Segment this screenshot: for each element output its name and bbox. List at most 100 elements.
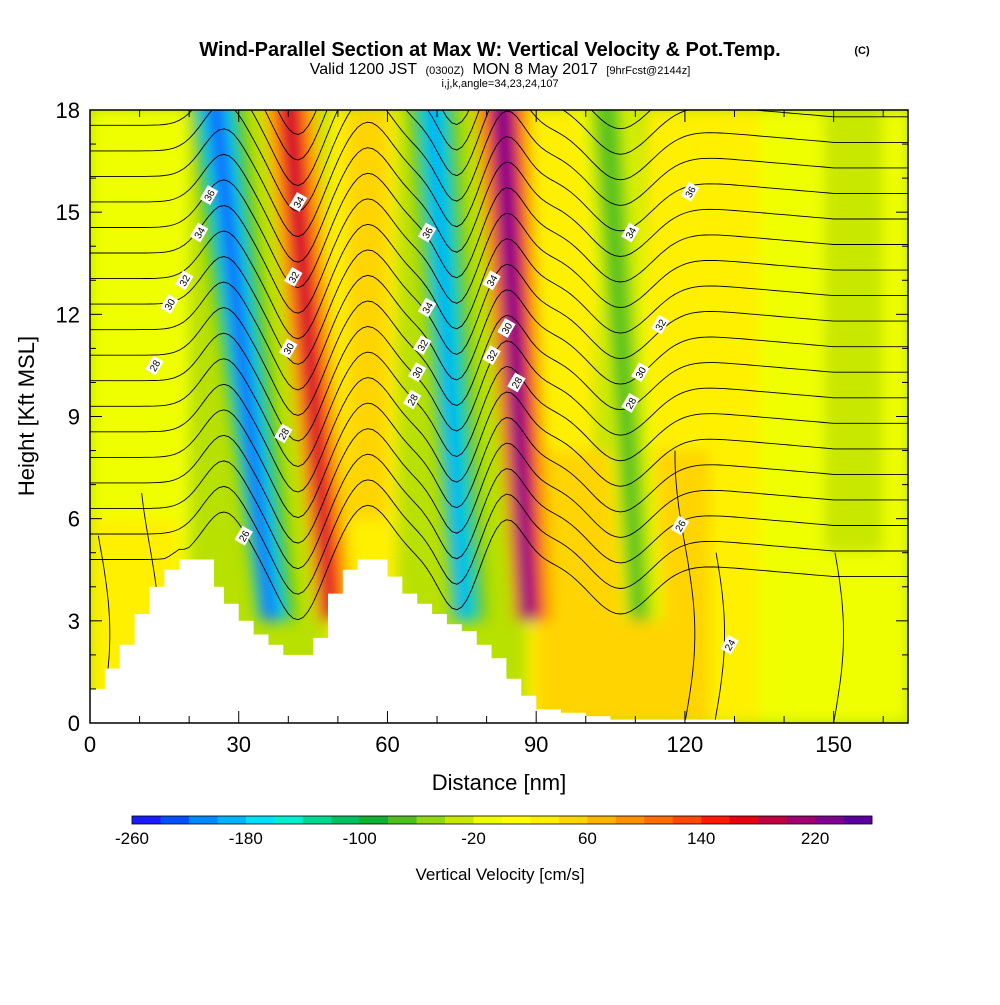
isentrope-label-text: 28	[406, 392, 421, 408]
colorbar	[131, 815, 873, 825]
x-tick-label: 150	[815, 732, 852, 757]
isentrope-label-box	[650, 314, 670, 335]
isentrope-line	[90, 351, 908, 467]
y-tick-label: 12	[56, 302, 80, 327]
colorbar-tick-label: 220	[801, 829, 829, 848]
isentrope-label-text: 30	[634, 365, 649, 381]
isentrope-label-box	[160, 294, 179, 315]
x-tick-label: 0	[84, 732, 96, 757]
y-tick-label: 6	[68, 507, 80, 532]
colorbar-swatch	[331, 816, 360, 824]
isentrope-line	[264, 110, 908, 161]
isentrope-label: 30	[631, 362, 650, 383]
isentrope-label: 30	[279, 338, 298, 359]
isentrope-label-text: 28	[148, 358, 163, 374]
isentrope-line	[90, 249, 908, 365]
isentrope-label-text: 28	[277, 426, 292, 442]
isentrope-line	[90, 110, 908, 186]
valid-time-main: Valid 1200 JST	[310, 61, 418, 78]
section-params: i,j,k,angle=34,23,24,107	[441, 78, 558, 90]
isentrope-label-text: 32	[287, 270, 302, 286]
isentrope-line	[90, 479, 908, 595]
isentrope-label: 30	[160, 294, 179, 315]
isentrope-labels: 3634323028263432302836343230283430322836…	[145, 181, 739, 655]
colorbar-swatch	[672, 816, 702, 824]
colorbar-swatch	[188, 816, 218, 824]
isentrope-label-box	[680, 181, 700, 202]
isentrope-lines	[90, 110, 908, 723]
x-tick-label: 30	[226, 732, 250, 757]
isentrope-label: 32	[650, 314, 670, 335]
isentrope-label-box	[621, 392, 640, 413]
colorbar-tick-label: -260	[115, 829, 149, 848]
isentrope-line	[90, 198, 908, 314]
y-tick-label: 15	[56, 200, 80, 225]
plot-area: 3634323028263432302836343230283430322836…	[90, 110, 908, 723]
x-tick-label: 120	[667, 732, 704, 757]
isentrope-line	[90, 453, 908, 570]
colorbar-tick-label: -180	[229, 829, 263, 848]
isentrope-label-text: 30	[282, 341, 297, 357]
isentrope-line	[90, 428, 908, 544]
isentrope-label-box	[720, 634, 739, 655]
isentrope-label-text: 36	[684, 185, 699, 201]
valid-time-line: Valid 1200 JST (0300Z) MON 8 May 2017 [9…	[310, 61, 691, 78]
isentrope-label: 30	[497, 318, 516, 338]
colorbar-tick-label: 140	[687, 829, 715, 848]
isentrope-label-box	[621, 222, 640, 243]
isentrope-label-box	[175, 270, 194, 291]
colorbar-swatch	[701, 816, 730, 824]
isentrope-label-text: 26	[237, 529, 252, 545]
colorbar-ticks: -260 -180 -100 -20 60 140 220	[115, 829, 829, 848]
isentrope-label-text: 30	[500, 321, 515, 337]
colorbar-swatch	[132, 816, 161, 824]
isentrope-line-vertical-4	[833, 552, 844, 723]
isentrope-label-box	[417, 297, 437, 318]
isentrope-label-text: 24	[723, 638, 738, 654]
isentrope-line-vertical-3	[714, 552, 725, 723]
colorbar-swatch	[245, 816, 275, 824]
isentrope-label-box	[199, 185, 219, 206]
velocity-band-3-4	[497, 110, 531, 621]
isentrope-label: 28	[145, 355, 164, 376]
colorbar-swatch	[815, 816, 844, 824]
isentrope-line	[90, 274, 908, 391]
isentrope-label-box	[670, 515, 690, 536]
isentrope-label-box	[631, 362, 650, 383]
isentrope-label-box	[189, 222, 209, 243]
colorbar-swatch	[558, 816, 588, 824]
isentrope-label-text: 32	[416, 338, 431, 354]
isentrope-label-box	[408, 362, 427, 383]
isentrope-label: 26	[234, 525, 253, 546]
isentrope-label: 32	[175, 270, 194, 291]
colorbar-swatch	[786, 816, 816, 824]
isentrope-label: 34	[621, 222, 640, 243]
isentrope-label: 36	[199, 185, 219, 206]
isentrope-label-box	[507, 372, 526, 393]
colorbar-swatch	[530, 816, 560, 824]
isentrope-label: 26	[670, 515, 690, 536]
isentrope-label: 36	[417, 222, 437, 243]
y-tick-label: 18	[56, 98, 80, 123]
isentrope-label: 34	[189, 222, 209, 243]
colorbar-swatch	[160, 816, 190, 824]
isentrope-label-text: 34	[421, 300, 436, 316]
x-tick-label: 60	[375, 732, 399, 757]
colorbar-swatch	[302, 816, 332, 824]
isentrope-label: 32	[284, 266, 303, 287]
colorbar-swatch	[729, 816, 759, 824]
isentrope-label-text: 32	[485, 348, 500, 364]
isentrope-label-box	[145, 355, 164, 376]
colorbar-swatch	[416, 816, 446, 824]
y-axis-label: Height [Kft MSL]	[14, 336, 39, 496]
isentrope-label-box	[417, 222, 437, 243]
isentrope-label: 36	[680, 181, 700, 202]
chart-title: Wind-Parallel Section at Max W: Vertical…	[199, 39, 780, 61]
colorbar-swatch	[587, 816, 617, 824]
isentrope-line	[90, 172, 908, 289]
isentrope-line	[90, 504, 908, 621]
isentrope-label: 28	[274, 423, 293, 444]
isentrope-line	[90, 110, 908, 212]
x-tick-label: 90	[524, 732, 548, 757]
x-axis-label: Distance [nm]	[432, 770, 567, 795]
